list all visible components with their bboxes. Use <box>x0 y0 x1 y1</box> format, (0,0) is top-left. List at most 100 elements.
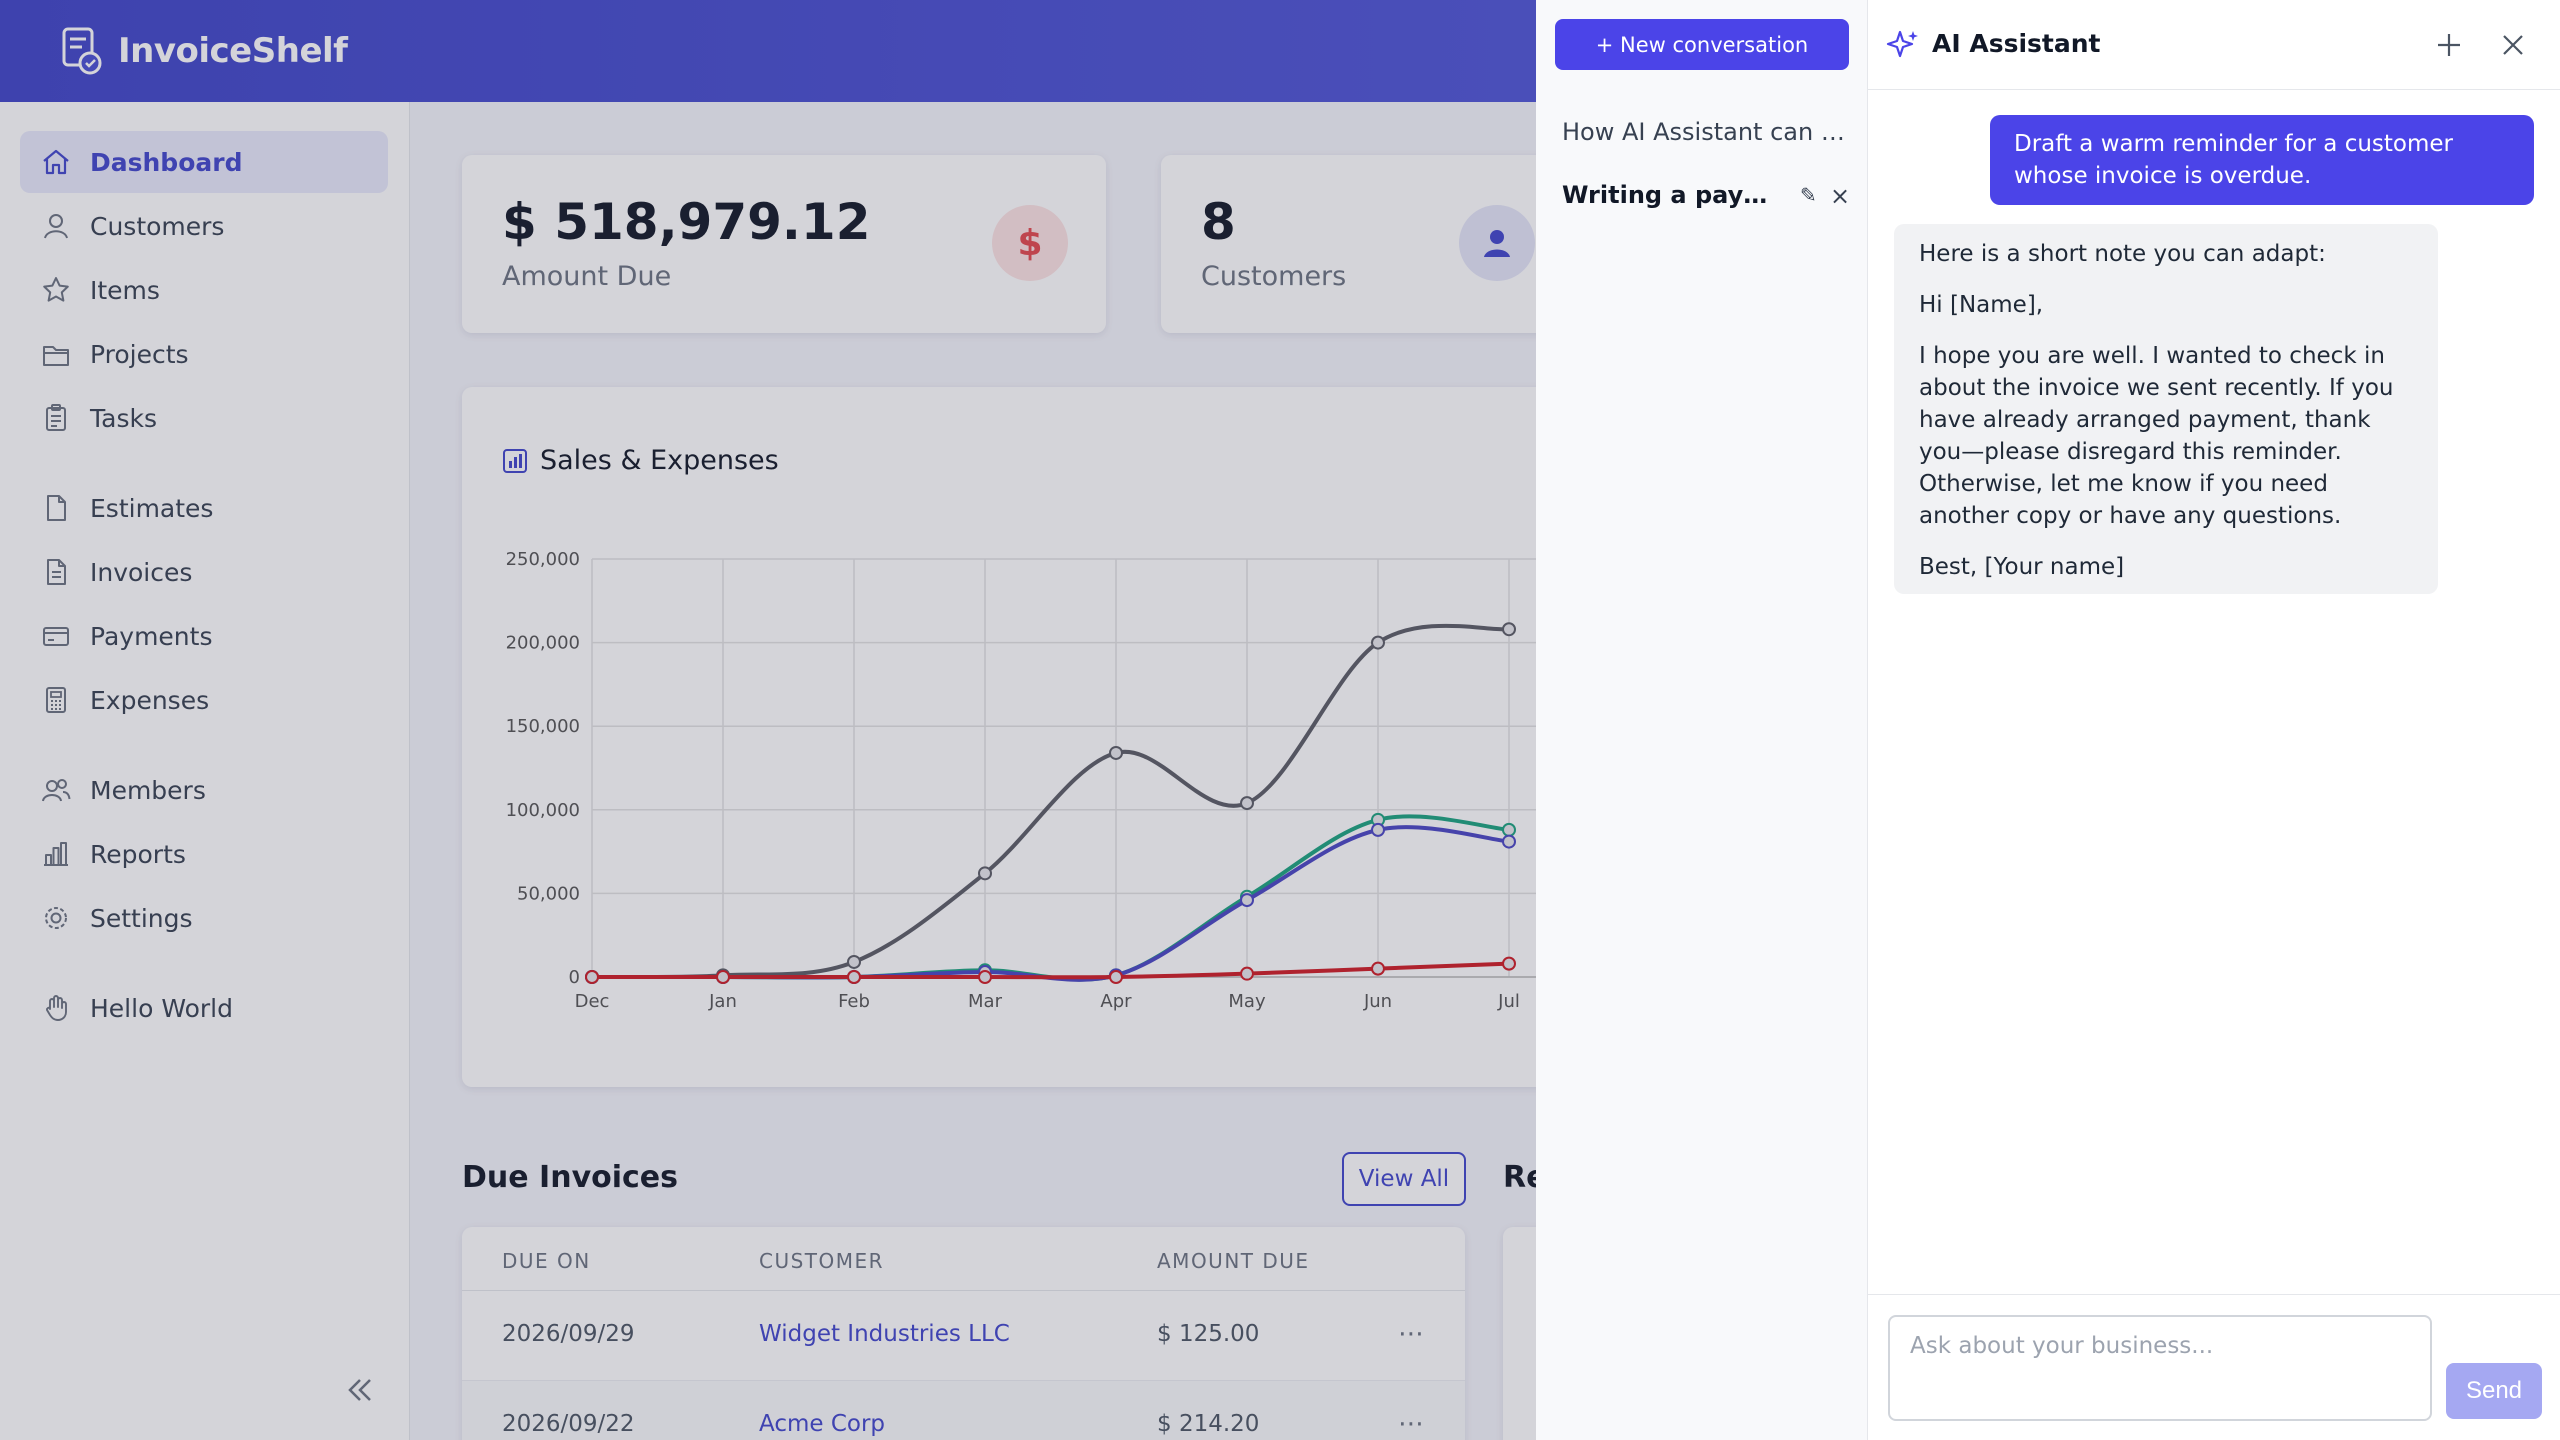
ask-input[interactable] <box>1888 1315 2432 1421</box>
data-point[interactable] <box>1240 966 1254 981</box>
view-all-button[interactable]: View All <box>1342 1152 1466 1206</box>
sidebar-item-items[interactable]: Items <box>20 259 388 321</box>
due-date: 2026/09/22 <box>502 1411 635 1437</box>
delete-conversation-icon[interactable]: × <box>1830 182 1851 210</box>
collapse-sidebar-button[interactable] <box>340 1370 380 1410</box>
sidebar-item-estimates[interactable]: Estimates <box>20 477 388 539</box>
conversation-list: + New conversation How AI Assistant can … <box>1536 0 1868 1440</box>
data-point[interactable] <box>1240 893 1254 908</box>
logo-icon <box>60 26 104 76</box>
data-point[interactable] <box>1502 834 1516 849</box>
data-point[interactable] <box>1502 622 1516 637</box>
sidebar-item-label: Invoices <box>90 557 193 587</box>
y-tick-label: 200,000 <box>506 633 580 654</box>
customer-link[interactable]: Widget Industries LLC <box>759 1321 1010 1347</box>
customers-label: Customers <box>1201 261 1347 292</box>
due-date: 2026/09/29 <box>502 1321 635 1347</box>
data-point[interactable] <box>1240 796 1254 811</box>
series-line <box>591 623 1510 980</box>
chart-title: Sales & Expenses <box>502 445 779 476</box>
edit-conversation-icon[interactable]: ✎ <box>1800 183 1817 207</box>
reply-paragraph: Best, [Your name] <box>1919 554 2125 580</box>
chevron-double-left-icon <box>348 1379 371 1401</box>
data-point[interactable] <box>1371 822 1385 837</box>
sidebar-item-label: Tasks <box>90 403 157 433</box>
sidebar-item-members[interactable]: Members <box>20 759 388 821</box>
table-row[interactable]: 2026/09/29 Widget Industries LLC $ 125.00 ⋯ <box>462 1291 1465 1381</box>
data-point[interactable] <box>978 866 992 881</box>
sidebar-item-label: Estimates <box>90 493 214 523</box>
close-icon[interactable] <box>2498 30 2528 60</box>
data-point[interactable] <box>978 970 992 984</box>
x-tick-label: Feb <box>838 991 870 1012</box>
reply-paragraph: Hi [Name], <box>1919 292 2044 318</box>
data-point[interactable] <box>1371 635 1385 650</box>
data-point[interactable] <box>1371 961 1385 976</box>
sidebar: Dashboard Customers Items Projects Tasks Esti… <box>0 102 410 1440</box>
sidebar-item-reports[interactable]: Reports <box>20 823 388 885</box>
column-due-on: DUE ON <box>502 1249 591 1273</box>
sidebar-item-invoices[interactable]: Invoices <box>20 541 388 603</box>
send-button[interactable]: Send <box>2446 1363 2542 1419</box>
conversation-item[interactable]: Writing a payme... <box>1562 181 1782 209</box>
sidebar-item-label: Settings <box>90 903 193 933</box>
new-conversation-button[interactable]: + New conversation <box>1555 19 1849 70</box>
sidebar-item-expenses[interactable]: Expenses <box>20 669 388 731</box>
amount-due-label: Amount Due <box>502 261 672 292</box>
sidebar-item-label: Expenses <box>90 685 210 715</box>
document-icon <box>47 495 66 521</box>
folder-icon <box>43 346 69 366</box>
assistant-message: Here is a short note you can adapt: Hi [… <box>1894 224 2438 594</box>
x-tick-label: Jun <box>1363 991 1392 1012</box>
sidebar-item-customers[interactable]: Customers <box>20 195 388 257</box>
credit-card-icon <box>43 627 69 646</box>
y-tick-label: 50,000 <box>517 883 580 904</box>
sidebar-item-payments[interactable]: Payments <box>20 605 388 667</box>
document-text-icon <box>47 559 66 585</box>
customer-link[interactable]: Acme Corp <box>759 1411 886 1437</box>
plus-icon[interactable] <box>2434 30 2464 60</box>
assistant-panel: AI Assistant Draft a warm reminder for a… <box>1868 0 2560 1440</box>
amount-due-value: $ 518,979.12 <box>502 193 871 251</box>
x-tick-label: May <box>1228 991 1266 1012</box>
sidebar-item-settings[interactable]: Settings <box>20 887 388 949</box>
hand-icon <box>46 995 67 1021</box>
amount-due: $ 125.00 <box>1157 1321 1260 1347</box>
column-customer: CUSTOMER <box>759 1249 885 1273</box>
sidebar-item-label: Items <box>90 275 160 305</box>
conversation-item[interactable]: How AI Assistant can he... <box>1562 118 1852 146</box>
y-tick-label: 250,000 <box>506 549 580 570</box>
x-tick-label: Jan <box>708 991 737 1012</box>
data-point[interactable] <box>1109 745 1123 760</box>
user-message: Draft a warm reminder for a customer who… <box>1990 115 2534 205</box>
series-line <box>592 961 1510 980</box>
app-logo[interactable]: InvoiceShelf <box>60 26 348 76</box>
sparkles-icon <box>1886 30 1918 58</box>
message-composer: Send <box>1868 1294 2560 1440</box>
x-tick-label: Jul <box>1497 991 1520 1012</box>
y-tick-label: 100,000 <box>506 800 580 821</box>
amount-due: $ 214.20 <box>1157 1411 1260 1437</box>
data-point[interactable] <box>1109 970 1123 984</box>
data-point[interactable] <box>847 970 861 984</box>
data-point[interactable] <box>847 954 861 969</box>
sidebar-item-label: Dashboard <box>90 147 243 177</box>
y-tick-label: 150,000 <box>506 716 580 737</box>
sidebar-item-dashboard[interactable]: Dashboard <box>20 131 388 193</box>
y-tick-label: 0 <box>569 967 580 988</box>
x-tick-label: Dec <box>575 991 610 1012</box>
modal-backdrop[interactable] <box>0 0 1536 1440</box>
row-menu-icon[interactable]: ⋯ <box>1398 1319 1424 1349</box>
sidebar-item-hello-world[interactable]: Hello World <box>20 977 388 1039</box>
sidebar-item-tasks[interactable]: Tasks <box>20 387 388 449</box>
table-row[interactable]: 2026/09/22 Acme Corp $ 214.20 ⋯ <box>462 1381 1465 1440</box>
calculator-icon <box>46 687 66 713</box>
row-menu-icon[interactable]: ⋯ <box>1398 1409 1424 1439</box>
chart-bar-icon <box>44 842 68 866</box>
sidebar-item-label: Reports <box>90 839 186 869</box>
data-point[interactable] <box>1502 956 1516 971</box>
data-point[interactable] <box>716 970 730 984</box>
data-point[interactable] <box>585 970 599 984</box>
amount-due-card[interactable]: $ 518,979.12 Amount Due $ <box>462 155 1106 333</box>
sidebar-item-projects[interactable]: Projects <box>20 323 388 385</box>
